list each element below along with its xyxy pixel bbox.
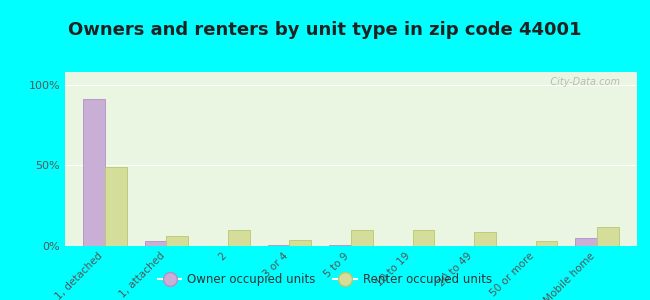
Bar bbox=[413, 230, 434, 246]
Bar bbox=[145, 241, 166, 246]
Bar bbox=[330, 245, 351, 246]
Bar bbox=[536, 241, 557, 246]
Bar bbox=[474, 232, 495, 246]
Bar bbox=[83, 99, 105, 246]
Legend: Owner occupied units, Renter occupied units: Owner occupied units, Renter occupied un… bbox=[153, 269, 497, 291]
Bar bbox=[351, 230, 372, 246]
Bar bbox=[228, 230, 250, 246]
Text: City-Data.com: City-Data.com bbox=[541, 77, 620, 87]
Bar bbox=[597, 227, 619, 246]
Bar bbox=[105, 167, 127, 246]
Bar bbox=[575, 238, 597, 246]
Bar bbox=[289, 240, 311, 246]
Text: Owners and renters by unit type in zip code 44001: Owners and renters by unit type in zip c… bbox=[68, 21, 582, 39]
Bar bbox=[268, 245, 289, 246]
Bar bbox=[166, 236, 188, 246]
